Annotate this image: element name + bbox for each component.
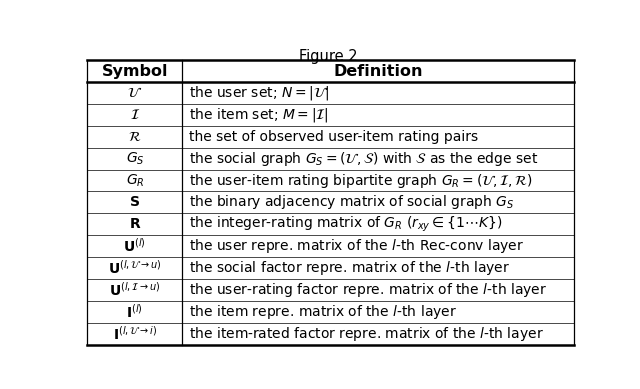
Text: the set of observed user-item rating pairs: the set of observed user-item rating pai… bbox=[189, 130, 478, 144]
Text: the user-rating factor repre. matrix of the $l$-th layer: the user-rating factor repre. matrix of … bbox=[189, 281, 547, 299]
Text: the item-rated factor repre. matrix of the $l$-th layer: the item-rated factor repre. matrix of t… bbox=[189, 325, 543, 343]
Text: Symbol: Symbol bbox=[102, 64, 168, 79]
Text: $\mathbf{U}^{(l,\mathcal{I}\rightarrow u)}$: $\mathbf{U}^{(l,\mathcal{I}\rightarrow u… bbox=[109, 281, 161, 299]
Text: Definition: Definition bbox=[333, 64, 422, 79]
Text: $\mathbf{I}^{(l)}$: $\mathbf{I}^{(l)}$ bbox=[127, 303, 143, 321]
Text: $\mathbf{I}^{(l,\mathcal{U}\rightarrow i)}$: $\mathbf{I}^{(l,\mathcal{U}\rightarrow i… bbox=[113, 325, 157, 343]
Text: the user set; $N = |\mathcal{U}|$: the user set; $N = |\mathcal{U}|$ bbox=[189, 84, 329, 102]
Text: $\mathbf{U}^{(l,\mathcal{U}\rightarrow u)}$: $\mathbf{U}^{(l,\mathcal{U}\rightarrow u… bbox=[108, 259, 162, 277]
Text: $\mathcal{I}$: $\mathcal{I}$ bbox=[130, 108, 140, 122]
Text: the item set; $M = |\mathcal{I}|$: the item set; $M = |\mathcal{I}|$ bbox=[189, 106, 328, 124]
Text: the binary adjacency matrix of social graph $G_S$: the binary adjacency matrix of social gr… bbox=[189, 193, 514, 212]
Text: the user-item rating bipartite graph $G_R = (\mathcal{U}, \mathcal{I}, \mathcal{: the user-item rating bipartite graph $G_… bbox=[189, 172, 532, 189]
Text: the social graph $G_S = (\mathcal{U}, \mathcal{S})$ with $\mathcal{S}$ as the ed: the social graph $G_S = (\mathcal{U}, \m… bbox=[189, 150, 538, 168]
Text: Figure 2: Figure 2 bbox=[299, 49, 357, 64]
Text: the user repre. matrix of the $l$-th Rec-conv layer: the user repre. matrix of the $l$-th Rec… bbox=[189, 237, 524, 255]
Text: $\mathbf{S}$: $\mathbf{S}$ bbox=[129, 195, 140, 209]
Text: $G_R$: $G_R$ bbox=[125, 172, 144, 189]
Text: $\mathbf{U}^{(l)}$: $\mathbf{U}^{(l)}$ bbox=[124, 237, 147, 255]
Text: $\mathcal{R}$: $\mathcal{R}$ bbox=[128, 130, 141, 144]
Text: $\mathbf{R}$: $\mathbf{R}$ bbox=[129, 217, 141, 231]
Text: $\mathcal{U}$: $\mathcal{U}$ bbox=[127, 86, 143, 100]
Text: the item repre. matrix of the $l$-th layer: the item repre. matrix of the $l$-th lay… bbox=[189, 303, 457, 321]
Text: the social factor repre. matrix of the $l$-th layer: the social factor repre. matrix of the $… bbox=[189, 259, 510, 277]
Text: $G_S$: $G_S$ bbox=[125, 151, 144, 167]
Text: the integer-rating matrix of $G_R$ $(r_{xy} \in \{1 \cdots K\})$: the integer-rating matrix of $G_R$ $(r_{… bbox=[189, 215, 502, 234]
